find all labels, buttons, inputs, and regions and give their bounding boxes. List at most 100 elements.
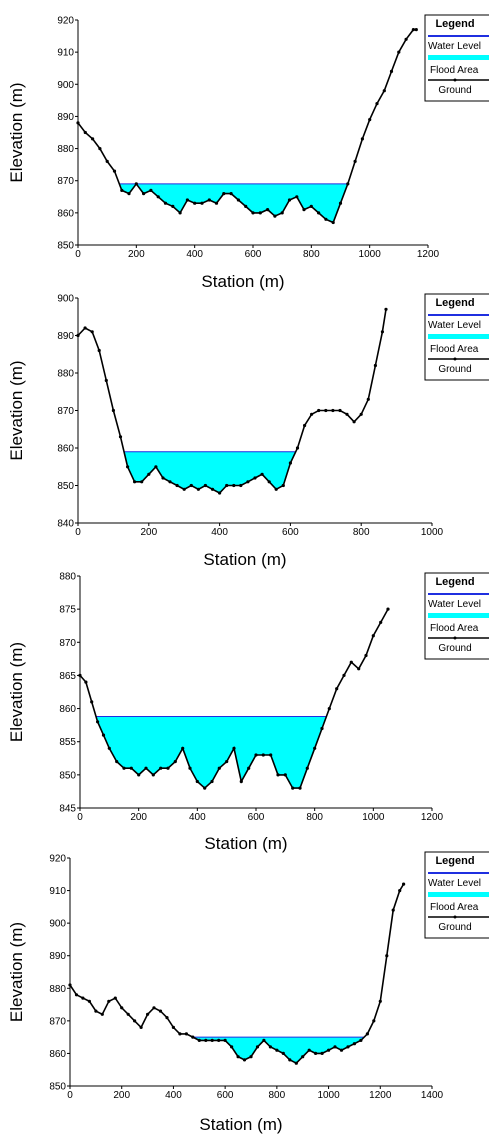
ground-point [154,465,158,469]
legend-flood-label: Flood Area [430,344,479,355]
ground-point [327,1048,331,1052]
y-tick-label: 850 [49,1082,66,1093]
y-tick-label: 900 [57,294,74,305]
x-tick-label: 200 [140,527,157,538]
ground-point [268,1045,272,1049]
ground-point [365,1032,369,1036]
x-tick-label: 400 [186,249,203,260]
ground-point [158,1009,163,1013]
ground-point [313,746,317,750]
x-tick-label: 0 [77,812,83,823]
x-tick-label: 800 [269,1090,286,1101]
ground-point [104,378,108,383]
ground-point [359,412,363,416]
ground-point [295,446,300,450]
ground-point [298,786,302,790]
x-tick-label: 1000 [359,249,382,260]
y-tick-label: 920 [57,16,74,27]
ground-point [133,1019,137,1023]
x-tick-label: 200 [128,249,145,260]
legend-ground-marker [453,78,457,82]
ground-point [189,483,193,488]
ground-point [152,1006,156,1010]
ground-point [210,1038,214,1042]
ground-point [317,408,321,413]
ground-point [262,1038,266,1042]
ground-point [402,882,406,886]
ground-point [168,480,172,484]
x-axis-title: Station (m) [199,1115,282,1134]
ground-point [353,159,357,163]
ground-point [222,192,226,196]
ground-point [333,1045,337,1049]
legend-ground-marker [453,357,457,361]
ground-point [357,667,361,671]
ground-point [126,1012,130,1016]
ground-point [200,201,204,205]
x-tick-label: 0 [67,1090,73,1101]
ground-point [266,208,270,212]
ground-point [260,472,264,476]
ground-point [373,363,377,368]
ground-point [379,620,383,625]
y-tick-label: 890 [49,951,66,962]
legend: Legend Water Level Flood Area Ground [424,851,489,939]
ground-point [210,487,215,491]
ground-point [288,1058,292,1062]
ground-point [134,182,138,186]
ground-point [382,89,386,93]
ground-point [302,208,306,212]
ground-point [294,1061,298,1065]
legend-ground-label: Ground [438,85,471,96]
y-tick-label: 870 [57,406,74,417]
legend-water-label: Water Level [428,320,481,331]
x-tick-label: 800 [353,527,370,538]
legend-water-label: Water Level [428,878,481,889]
ground-point [327,707,331,711]
ground-point [281,483,285,488]
ground-point [225,483,229,488]
x-tick-label: 1000 [421,527,444,538]
legend-flood-label: Flood Area [430,623,479,634]
ground-point [239,483,243,488]
y-tick-label: 910 [49,886,66,897]
legend: Legend Water Level Flood Area Ground [424,572,489,660]
ground-point [283,773,287,777]
chart-3: 845 850 855 860 865 870 875 880 0 200 400 600 800 100… [7,572,489,853]
y-tick-label: 870 [59,638,76,649]
ground-point [384,307,388,311]
ground-point [380,330,384,334]
ground-point [218,491,222,495]
ground-point [115,760,119,764]
ground-point [140,480,144,484]
ground-point [225,760,229,764]
chart-1: 850 860 870 880 890 900 910 920 0 200 400 600 800 100… [7,14,489,291]
ground-point [242,1058,247,1062]
ground-point [247,766,251,770]
ground-point [301,1055,305,1059]
ground-point [258,211,262,215]
ground-point [280,211,284,215]
ground-point [314,1051,318,1055]
ground-point [105,159,109,163]
legend-title: Legend [435,297,474,309]
y-tick-label: 890 [57,331,74,342]
ground-point [320,1051,324,1055]
ground-point [185,198,189,202]
flood-area [96,716,327,789]
x-tick-label: 1200 [369,1090,392,1101]
x-axis-title: Station (m) [201,272,284,291]
ground-point [305,766,309,770]
legend-title: Legend [435,855,474,867]
ground-point [139,1025,143,1029]
ground-point [349,660,353,664]
ground-point [118,435,123,439]
ground-point [414,28,418,32]
ground-point [366,397,370,401]
ground-point [385,954,389,958]
ground-point [120,1006,124,1010]
ground-point [188,766,192,770]
ground-point [397,50,401,54]
chart-4: 850 860 870 880 890 900 910 920 0 200 400 600 800 100… [7,851,489,1134]
ground-point [122,766,126,770]
